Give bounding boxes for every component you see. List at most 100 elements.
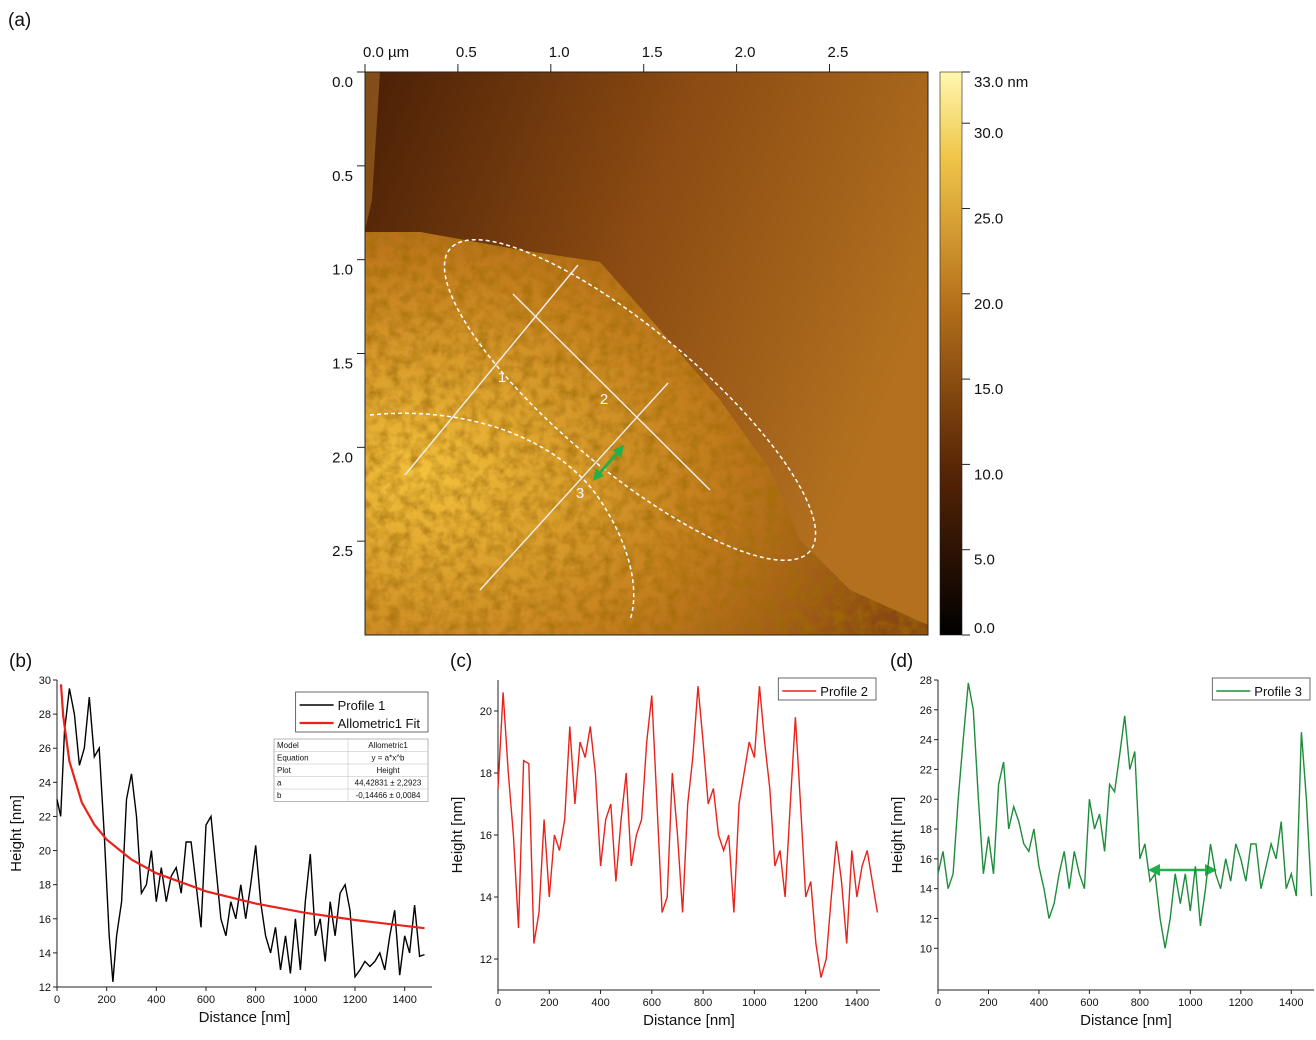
x-axis-label: Distance [nm] (199, 1009, 291, 1026)
colorbar-tick-label: 5.0 (974, 552, 995, 569)
green-arrow (595, 449, 622, 477)
table-value: 44,42831 ± 2,2923 (355, 779, 422, 788)
table-value: y = a*x^b (372, 754, 405, 763)
y-tick-label: 20 (39, 846, 51, 858)
x-tick-label: 1.5 (642, 44, 663, 61)
y-tick-label: 22 (39, 811, 51, 823)
series-line (497, 686, 879, 978)
x-tick-label: 1.0 (549, 44, 570, 61)
colorbar-tick-label: 10.0 (974, 466, 1003, 483)
y-tick-label: 16 (920, 854, 932, 866)
x-tick-label: 1000 (742, 997, 766, 1009)
y-tick-label: 12 (920, 913, 932, 925)
legend-label: Allometric1 Fit (338, 716, 421, 731)
x-tick-label: 800 (1131, 997, 1149, 1009)
x-tick-label: 200 (540, 997, 558, 1009)
x-tick-label: 1000 (293, 994, 317, 1006)
y-tick-label: 12 (39, 982, 51, 994)
x-axis-label: Distance [nm] (1080, 1012, 1172, 1029)
colorbar-tick-label: 20.0 (974, 296, 1003, 313)
x-tick-label: 0 (54, 994, 60, 1006)
table-key: Plot (277, 766, 292, 775)
x-tick-label: 0.5 (456, 44, 477, 61)
x-tick-label: 400 (1030, 997, 1048, 1009)
y-tick-label: 26 (39, 743, 51, 755)
colorbar-tick-label: 33.0 nm (974, 74, 1028, 91)
legend: Profile 2 (777, 677, 877, 701)
colorbar-tick-label: 15.0 (974, 381, 1003, 398)
legend-box (295, 691, 429, 733)
x-tick-label: 0 (935, 997, 941, 1009)
x-tick-label: 600 (1080, 997, 1098, 1009)
x-tick-label: 800 (246, 994, 264, 1006)
panel-label: (a) (8, 10, 31, 31)
x-tick-label: 200 (97, 994, 115, 1006)
x-tick-label: 800 (694, 997, 712, 1009)
afm-image (365, 72, 928, 635)
y-tick-label: 1.5 (332, 356, 353, 373)
x-tick-label: 2.0 (735, 44, 756, 61)
table-key: Equation (277, 754, 309, 763)
x-tick-label: 600 (643, 997, 661, 1009)
y-axis-label: Height [nm] (8, 795, 25, 872)
y-tick-label: 1.0 (332, 262, 353, 279)
y-tick-label: 18 (920, 824, 932, 836)
x-tick-label: 0.0 µm (363, 44, 409, 61)
y-tick-label: 16 (39, 914, 51, 926)
legend-box (777, 677, 877, 701)
y-tick-label: 16 (480, 830, 492, 842)
profile-line (404, 264, 579, 476)
series-line (937, 682, 1313, 949)
legend-label: Profile 2 (820, 684, 868, 699)
legend-label: Profile 3 (1254, 684, 1302, 699)
x-tick-label: 600 (197, 994, 215, 1006)
legend: Profile 1 Allometric1 Fit (295, 691, 429, 733)
y-tick-label: 20 (920, 794, 932, 806)
colorbar-tick-label: 0.0 (974, 620, 995, 637)
y-tick-label: 12 (480, 954, 492, 966)
y-tick-label: 22 (920, 764, 932, 776)
y-tick-label: 28 (39, 709, 51, 721)
dashed-ellipse (443, 238, 817, 562)
x-tick-label: 1400 (845, 997, 869, 1009)
y-tick-label: 0.5 (332, 168, 353, 185)
profile-number: 1 (498, 369, 506, 386)
profile-number: 3 (576, 485, 584, 502)
x-axis-label: Distance [nm] (643, 1012, 735, 1029)
y-tick-label: 24 (39, 777, 51, 789)
y-tick-label: 30 (39, 675, 51, 687)
panel-label: (d) (890, 651, 913, 672)
y-tick-label: 10 (920, 943, 932, 955)
x-tick-label: 1400 (1279, 997, 1303, 1009)
y-tick-label: 26 (920, 705, 932, 717)
y-tick-label: 2.0 (332, 449, 353, 466)
x-tick-label: 1200 (1229, 997, 1253, 1009)
y-tick-label: 24 (920, 735, 932, 747)
y-tick-label: 14 (39, 948, 51, 960)
fit-table (273, 738, 429, 802)
profile-number: 2 (600, 391, 608, 408)
y-tick-label: 0.0 (332, 74, 353, 91)
x-tick-label: 1200 (793, 997, 817, 1009)
x-tick-label: 0 (495, 997, 501, 1009)
table-value: Height (376, 766, 400, 775)
profile-line (512, 293, 711, 491)
y-tick-label: 28 (920, 675, 932, 687)
arrow-heads (593, 445, 624, 481)
legend-label: Profile 1 (338, 698, 386, 713)
x-tick-label: 1000 (1178, 997, 1202, 1009)
colorbar-tick-label: 25.0 (974, 210, 1003, 227)
table-key: b (277, 791, 282, 800)
fibre-texture (365, 232, 928, 635)
y-tick-label: 20 (480, 706, 492, 718)
series-line (59, 684, 425, 930)
x-tick-label: 200 (979, 997, 997, 1009)
y-tick-label: 14 (920, 884, 932, 896)
panel-label: (c) (450, 651, 472, 672)
colorbar (939, 71, 963, 636)
table-key: Model (277, 741, 299, 750)
table-value: -0,14466 ± 0,0084 (356, 791, 421, 800)
x-tick-label: 400 (591, 997, 609, 1009)
panel-label: (b) (9, 651, 32, 672)
